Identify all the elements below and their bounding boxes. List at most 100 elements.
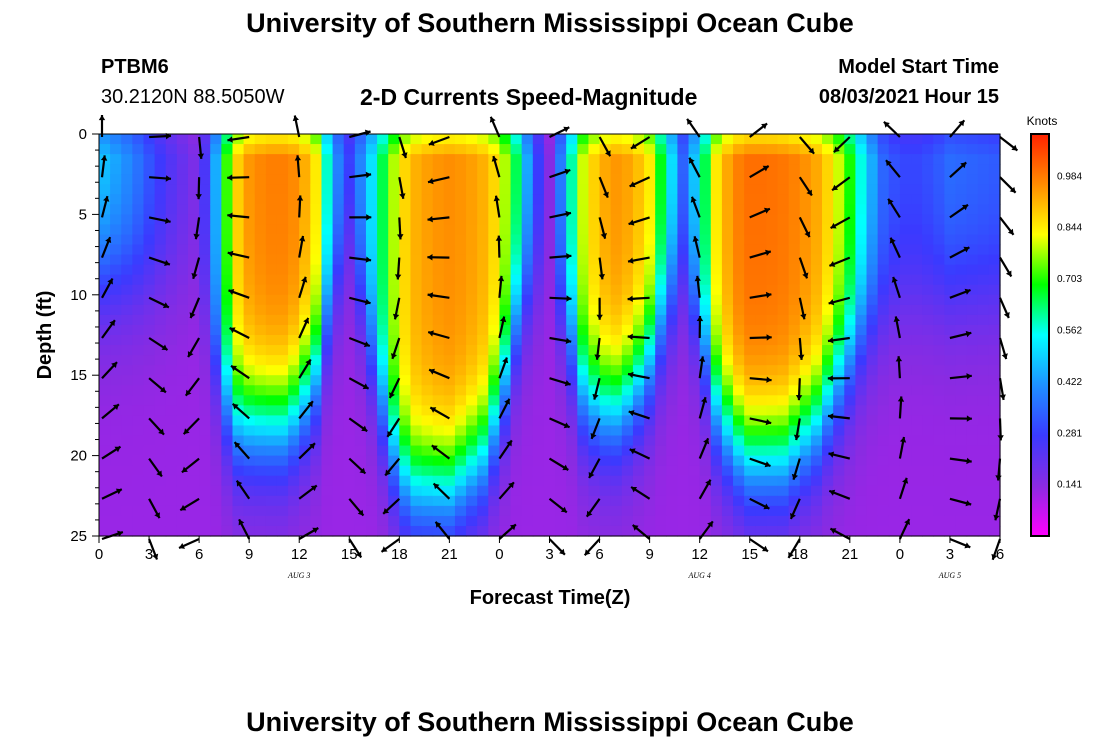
heatmap-cell (343, 385, 356, 396)
current-arrow (348, 538, 363, 559)
heatmap-cell (744, 395, 756, 406)
heatmap-cell (443, 505, 456, 517)
heatmap-cell (710, 425, 723, 437)
heatmap-cell (154, 244, 167, 256)
heatmap-cell (733, 365, 745, 376)
heatmap-cell (766, 234, 779, 246)
heatmap-cell (688, 525, 701, 537)
heatmap-cell (977, 395, 990, 406)
current-arrow (798, 216, 811, 238)
heatmap-cell (288, 355, 300, 366)
heatmap-cell (187, 415, 200, 427)
heatmap-cell (733, 445, 745, 457)
heatmap-cell (677, 495, 690, 507)
heatmap-cell (555, 425, 567, 437)
heatmap-cell (766, 385, 779, 396)
heatmap-cell (443, 254, 456, 266)
heatmap-cell (744, 234, 756, 246)
heatmap-cell (121, 455, 133, 467)
heatmap-cell (899, 184, 912, 195)
heatmap-cell (332, 465, 345, 477)
heatmap-cell (599, 445, 612, 457)
heatmap-cell (877, 154, 890, 165)
heatmap-cell (577, 174, 590, 185)
heatmap-cell (521, 355, 534, 366)
heatmap-cell (543, 375, 556, 386)
heatmap-cell (699, 204, 712, 215)
date-label: AUG 5 (938, 571, 961, 580)
heatmap-cell (521, 495, 534, 507)
heatmap-cell (210, 335, 222, 346)
heatmap-cell (588, 254, 601, 266)
heatmap-cell (966, 425, 979, 437)
heatmap-cell (243, 254, 256, 266)
heatmap-cell (833, 505, 845, 517)
heatmap-cell (944, 345, 957, 356)
heatmap-cell (388, 365, 400, 376)
heatmap-cell (877, 174, 890, 185)
heatmap-cell (432, 294, 445, 306)
heatmap-cell (276, 435, 289, 447)
heatmap-cell (443, 314, 456, 326)
heatmap-cell (566, 425, 578, 437)
heatmap-cell (621, 254, 634, 266)
heatmap-cell (488, 204, 501, 215)
heatmap-cell (555, 505, 567, 517)
heatmap-cell (899, 415, 912, 427)
heatmap-cell (955, 515, 968, 527)
heatmap-cell (99, 214, 111, 226)
heatmap-cell (555, 475, 567, 487)
heatmap-cell (988, 395, 1001, 406)
heatmap-cell (443, 214, 456, 226)
heatmap-cell (165, 525, 178, 537)
heatmap-cell (877, 355, 890, 366)
heatmap-cell (866, 355, 879, 366)
heatmap-cell (399, 525, 412, 537)
heatmap-cell (888, 224, 901, 236)
heatmap-cell (844, 405, 856, 416)
heatmap-cell (443, 395, 456, 406)
heatmap-cell (466, 324, 478, 336)
heatmap-cell (410, 284, 423, 296)
heatmap-cell (477, 194, 489, 205)
heatmap-cell (677, 214, 690, 226)
heatmap-cell (899, 445, 912, 457)
heatmap-cell (310, 174, 323, 185)
heatmap-cell (866, 284, 879, 296)
heatmap-cell (588, 415, 601, 427)
heatmap-cell (499, 405, 512, 416)
heatmap-cell (733, 164, 745, 175)
heatmap-cell (621, 375, 634, 386)
heatmap-cell (877, 284, 890, 296)
heatmap-cell (855, 194, 868, 205)
heatmap-cell (388, 475, 400, 487)
heatmap-cell (966, 214, 979, 226)
heatmap-cell (766, 335, 779, 346)
heatmap-cell (721, 405, 734, 416)
heatmap-cell (210, 324, 222, 336)
heatmap-cell (977, 204, 990, 215)
heatmap-cell (543, 194, 556, 205)
heatmap-cell (666, 214, 679, 226)
heatmap-cell (521, 294, 534, 306)
heatmap-cell (265, 154, 278, 165)
heatmap-cell (855, 174, 868, 185)
heatmap-cell (888, 445, 901, 457)
heatmap-cell (644, 435, 656, 447)
current-arrow (548, 497, 568, 514)
heatmap-cell (799, 154, 812, 165)
heatmap-cell (899, 425, 912, 437)
heatmap-cell (911, 194, 923, 205)
heatmap-cell (944, 154, 957, 165)
heatmap-cell (721, 164, 734, 175)
heatmap-cell (755, 515, 767, 527)
heatmap-cell (799, 445, 812, 457)
heatmap-cell (365, 144, 378, 155)
heatmap-cell (221, 495, 234, 507)
heatmap-cell (377, 485, 389, 497)
heatmap-cell (933, 274, 945, 286)
heatmap-cell (187, 164, 200, 175)
heatmap-cell (655, 274, 667, 286)
heatmap-cell (477, 495, 489, 507)
heatmap-cell (655, 455, 667, 467)
